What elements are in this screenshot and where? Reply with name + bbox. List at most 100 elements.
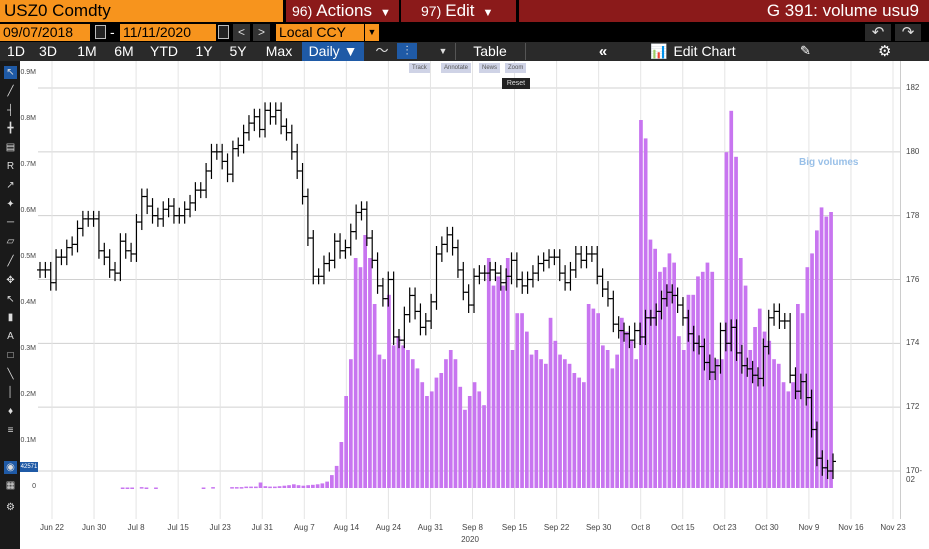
period-1d[interactable]: 1D [7, 43, 25, 59]
collapse-icon[interactable]: « [598, 43, 608, 60]
volume-bar [268, 486, 272, 489]
table-button[interactable]: Table [473, 43, 507, 59]
gear-icon[interactable]: ⚙ [6, 502, 15, 513]
price-bar [95, 210, 102, 259]
period-max[interactable]: Max [265, 43, 293, 59]
end-date-input[interactable]: 11/11/2020 [120, 24, 216, 41]
prev-period-button[interactable]: < [233, 24, 250, 41]
price-bar [556, 249, 563, 282]
news-button[interactable]: News [479, 63, 501, 73]
line-chart-icon[interactable]: 〜 [375, 43, 389, 58]
arrow-tool-icon[interactable]: ↗ [6, 180, 15, 191]
period-3d[interactable]: 3D [39, 43, 57, 59]
select-icon[interactable]: ↖ [6, 294, 15, 305]
frequency-select[interactable]: Daily ▼ [302, 42, 364, 61]
channel-icon[interactable]: ▱ [6, 236, 15, 247]
next-period-button[interactable]: > [253, 24, 270, 41]
volume-bar [639, 120, 643, 488]
volume-bar [629, 340, 634, 488]
price-bar [422, 313, 429, 336]
edit-chart-button[interactable]: 📊 Edit Chart [650, 42, 770, 61]
redo-icon[interactable]: ↷ [895, 24, 921, 41]
pan-icon[interactable]: ✥ [6, 275, 15, 286]
volume-tick-label: 0.8M [20, 115, 36, 122]
price-bar [213, 143, 220, 160]
gear-icon[interactable]: ⚙ [878, 43, 892, 60]
volume-bar [244, 486, 249, 489]
price-bar [165, 198, 172, 218]
pencil-icon[interactable]: ✎ [800, 43, 811, 58]
currency-select[interactable]: Local CCY [276, 24, 364, 41]
volume-bar [382, 359, 386, 488]
date-tick-label: Nov 23 [880, 523, 906, 532]
price-bar [428, 293, 435, 329]
chevron-down-icon[interactable]: ▼ [438, 46, 448, 56]
edit-menu[interactable]: 97) Edit ▼ [401, 0, 516, 22]
price-bar [679, 297, 686, 326]
price-bar [106, 249, 113, 278]
volume-bar [677, 336, 681, 488]
volume-bar [211, 487, 215, 489]
volume-bar [748, 350, 753, 488]
marker-icon[interactable]: ♦ [7, 406, 14, 417]
undo-icon[interactable]: ↶ [865, 24, 891, 41]
period-1y[interactable]: 1Y [195, 43, 213, 59]
text-icon[interactable]: A [7, 331, 14, 342]
palette-icon[interactable]: ▦ [5, 480, 16, 491]
price-bar [37, 261, 43, 278]
eraser-icon[interactable]: ▮ [7, 312, 14, 323]
volume-bar [572, 373, 577, 488]
line-tool-icon[interactable]: ╱ [7, 86, 14, 97]
volume-bar [363, 235, 367, 488]
period-ytd[interactable]: YTD [150, 43, 178, 59]
price-bar [203, 163, 210, 199]
period-6m[interactable]: 6M [114, 43, 134, 59]
price-bar [283, 118, 290, 141]
price-bar [128, 242, 135, 262]
volume-bar [349, 359, 353, 488]
bar-chart-icon[interactable]: ⫶ [397, 43, 417, 59]
volume-bar [120, 487, 125, 489]
volume-bar [762, 331, 767, 488]
volume-bar [601, 345, 605, 488]
volume-bar [724, 152, 729, 488]
actions-menu[interactable]: 96) Actions ▼ [286, 0, 399, 22]
trend-icon[interactable]: ╱ [7, 256, 14, 267]
calendar-icon[interactable] [218, 25, 229, 39]
year-label: 2020 [461, 535, 479, 544]
fib-tool-icon[interactable]: ▤ [5, 142, 16, 153]
volume-bar [287, 485, 291, 488]
wand-icon[interactable]: ✦ [6, 199, 15, 210]
diagonal-icon[interactable]: ╲ [7, 369, 14, 380]
price-bar [267, 102, 274, 125]
track-button[interactable]: Track [409, 63, 430, 73]
globe-icon[interactable]: ◉ [4, 461, 17, 474]
hline-icon[interactable]: ─ [6, 217, 15, 228]
volume-bar [819, 207, 824, 488]
rect-icon[interactable]: □ [7, 350, 14, 361]
crosshair-icon[interactable]: ╋ [7, 123, 14, 134]
start-date-input[interactable]: 09/07/2018 [0, 24, 90, 41]
zoom-button[interactable]: Zoom [505, 63, 527, 73]
text-r-icon[interactable]: R [6, 161, 15, 172]
volume-bar [624, 331, 629, 488]
price-bar [546, 249, 553, 269]
period-1m[interactable]: 1M [77, 43, 97, 59]
zoom-tool-icon[interactable]: ┤ [6, 105, 15, 116]
calendar-icon[interactable] [95, 25, 106, 39]
price-bar [224, 153, 231, 183]
price-bar [208, 143, 215, 179]
chevron-down-icon[interactable]: ▼ [365, 24, 379, 41]
ticker-field[interactable]: USZ0 Comdty [0, 0, 283, 22]
volume-bar [415, 368, 420, 488]
measure-icon[interactable]: ≡ [7, 425, 14, 436]
cursor-icon[interactable]: ↖ [4, 66, 17, 79]
annotate-button[interactable]: Annotate [441, 63, 472, 73]
date-tick-label: Sep 8 [462, 523, 483, 532]
volume-bar [282, 485, 287, 488]
reset-button[interactable]: Reset [502, 78, 530, 89]
price-bars [37, 102, 836, 479]
period-5y[interactable]: 5Y [229, 43, 247, 59]
vertical-line-icon[interactable]: │ [7, 387, 14, 398]
